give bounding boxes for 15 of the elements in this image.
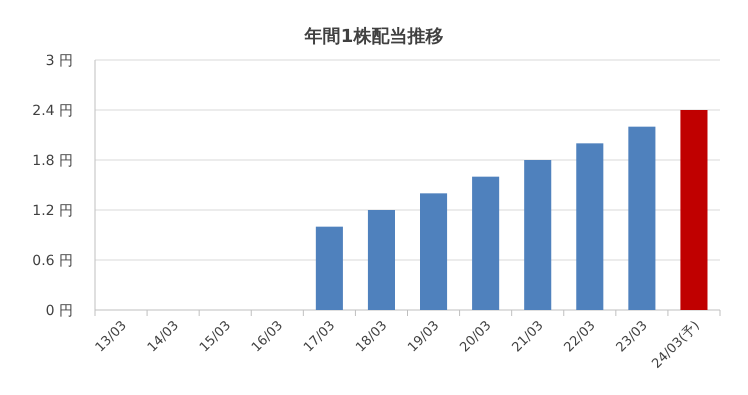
bar xyxy=(472,176,500,310)
y-tick-label: 1.8 円 xyxy=(32,153,73,169)
y-tick-label: 1.2 円 xyxy=(32,203,73,219)
y-tick-label: 0.6 円 xyxy=(32,253,73,269)
y-tick-label: 3 円 xyxy=(46,53,73,69)
y-tick-label: 2.4 円 xyxy=(32,103,73,119)
bar xyxy=(420,193,448,310)
bar xyxy=(628,126,656,310)
bar xyxy=(524,160,552,310)
bar xyxy=(680,110,708,310)
bar xyxy=(576,143,604,310)
bar xyxy=(316,226,343,310)
y-tick-label: 0 円 xyxy=(46,303,73,319)
bar xyxy=(368,210,395,310)
chart-title: 年間1株配当推移 xyxy=(304,26,444,47)
